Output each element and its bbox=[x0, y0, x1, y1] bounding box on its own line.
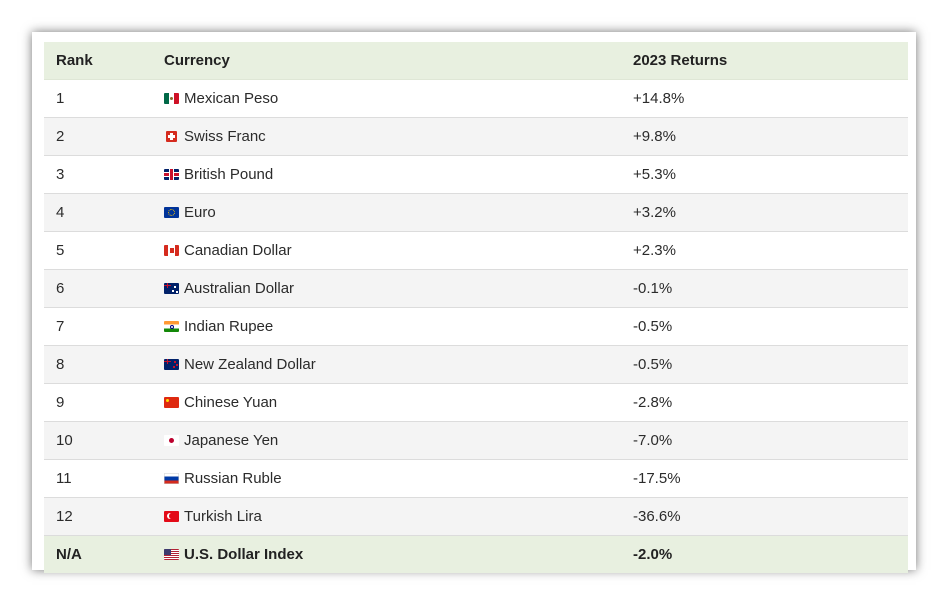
currency-name: Canadian Dollar bbox=[184, 242, 292, 259]
new-zealand-flag-icon bbox=[164, 359, 179, 370]
currency-cell: Australian Dollar bbox=[164, 270, 294, 307]
returns-cell: -7.0% bbox=[633, 432, 673, 449]
rank-cell: 11 bbox=[56, 470, 72, 487]
table-row: 11 Russian Ruble -17.5% bbox=[44, 460, 908, 498]
returns-cell: -0.5% bbox=[633, 318, 673, 335]
returns-cell: -0.5% bbox=[633, 356, 673, 373]
returns-cell: -0.1% bbox=[633, 280, 673, 297]
table-row: 5 Canadian Dollar +2.3% bbox=[44, 232, 908, 270]
rank-cell: 7 bbox=[56, 318, 65, 335]
rank-cell: 12 bbox=[56, 508, 73, 525]
currency-name: Russian Ruble bbox=[184, 470, 282, 487]
currency-name: U.S. Dollar Index bbox=[184, 546, 304, 563]
returns-cell: -2.0% bbox=[633, 546, 673, 563]
currency-name: Indian Rupee bbox=[184, 318, 274, 335]
returns-cell: -2.8% bbox=[633, 394, 673, 411]
switzerland-flag-icon bbox=[166, 131, 177, 142]
rank-cell: 3 bbox=[56, 166, 65, 183]
uk-flag-icon bbox=[164, 169, 179, 180]
currency-cell: Mexican Peso bbox=[164, 80, 278, 117]
currency-cell: Swiss Franc bbox=[164, 118, 266, 155]
returns-cell: -36.6% bbox=[633, 508, 681, 525]
header-rank: Rank bbox=[56, 52, 93, 69]
mexico-flag-icon bbox=[164, 93, 179, 104]
turkey-flag-icon bbox=[164, 511, 179, 522]
rank-cell: 10 bbox=[56, 432, 73, 449]
returns-cell: +5.3% bbox=[633, 166, 676, 183]
currency-name: Turkish Lira bbox=[184, 508, 262, 525]
header-returns: 2023 Returns bbox=[633, 52, 728, 69]
currency-returns-table: Rank Currency 2023 Returns 1 Mexican Pes… bbox=[44, 42, 908, 573]
currency-name: Euro bbox=[184, 204, 216, 221]
currency-name: New Zealand Dollar bbox=[184, 356, 316, 373]
currency-cell: Canadian Dollar bbox=[164, 232, 292, 269]
returns-cell: -17.5% bbox=[633, 470, 681, 487]
table-row: 8 New Zealand Dollar -0.5% bbox=[44, 346, 908, 384]
table-row: 2 Swiss Franc +9.8% bbox=[44, 118, 908, 156]
table-row: 9 Chinese Yuan -2.8% bbox=[44, 384, 908, 422]
rank-cell: 5 bbox=[56, 242, 65, 259]
rank-cell: 9 bbox=[56, 394, 65, 411]
table-row: 10 Japanese Yen -7.0% bbox=[44, 422, 908, 460]
returns-cell: +9.8% bbox=[633, 128, 676, 145]
currency-name: Mexican Peso bbox=[184, 90, 279, 107]
returns-cell: +2.3% bbox=[633, 242, 676, 259]
returns-cell: +14.8% bbox=[633, 90, 685, 107]
canada-flag-icon bbox=[164, 245, 179, 256]
table-row: 3 British Pound +5.3% bbox=[44, 156, 908, 194]
currency-name: Japanese Yen bbox=[184, 432, 279, 449]
table-row: 7 Indian Rupee -0.5% bbox=[44, 308, 908, 346]
rank-cell: 8 bbox=[56, 356, 65, 373]
currency-cell: Indian Rupee bbox=[164, 308, 273, 345]
table-row: 1 Mexican Peso +14.8% bbox=[44, 80, 908, 118]
currency-name: Australian Dollar bbox=[184, 280, 295, 297]
japan-flag-icon bbox=[164, 435, 179, 446]
rank-cell: 4 bbox=[56, 204, 65, 221]
currency-cell: Turkish Lira bbox=[164, 498, 262, 535]
eu-flag-icon bbox=[164, 207, 179, 218]
table-row: 6 Australian Dollar -0.1% bbox=[44, 270, 908, 308]
table-header-row: Rank Currency 2023 Returns bbox=[44, 42, 908, 80]
table-row: 4 Euro +3.2% bbox=[44, 194, 908, 232]
table-card: Rank Currency 2023 Returns 1 Mexican Pes… bbox=[32, 32, 916, 573]
usa-flag-icon bbox=[164, 549, 179, 560]
rank-cell: N/A bbox=[56, 546, 82, 563]
australia-flag-icon bbox=[164, 283, 179, 294]
currency-name: Swiss Franc bbox=[184, 128, 266, 145]
currency-cell: U.S. Dollar Index bbox=[164, 536, 303, 573]
currency-cell: Chinese Yuan bbox=[164, 384, 277, 421]
currency-cell: Russian Ruble bbox=[164, 460, 282, 497]
russia-flag-icon bbox=[164, 473, 179, 484]
currency-cell: British Pound bbox=[164, 156, 273, 193]
rank-cell: 1 bbox=[56, 90, 65, 107]
currency-cell: New Zealand Dollar bbox=[164, 346, 316, 383]
currency-cell: Euro bbox=[164, 194, 216, 231]
rank-cell: 6 bbox=[56, 280, 65, 297]
returns-cell: +3.2% bbox=[633, 204, 676, 221]
rank-cell: 2 bbox=[56, 128, 65, 145]
currency-name: British Pound bbox=[184, 166, 274, 183]
currency-name: Chinese Yuan bbox=[184, 394, 278, 411]
currency-cell: Japanese Yen bbox=[164, 422, 278, 459]
china-flag-icon bbox=[164, 397, 179, 408]
header-currency: Currency bbox=[164, 52, 230, 69]
india-flag-icon bbox=[164, 321, 179, 332]
table-footer-row: N/A U.S. Dollar Index -2.0% bbox=[44, 536, 908, 573]
table-row: 12 Turkish Lira -36.6% bbox=[44, 498, 908, 536]
